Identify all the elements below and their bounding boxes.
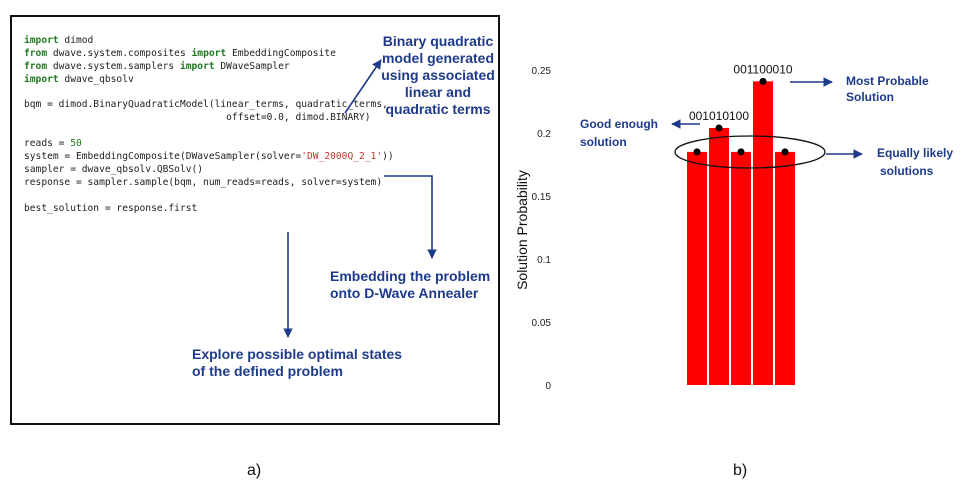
code-line: from dwave.system.samplers import DWaveS… xyxy=(24,61,394,74)
bar-label: 001100010 xyxy=(733,62,793,76)
note-bqm: Binary quadratic model generated using ass… xyxy=(368,33,508,118)
code-token: import xyxy=(24,35,59,46)
code-token: dwave.system.composites xyxy=(47,47,192,59)
code-line: import dwave_qbsolv xyxy=(24,74,394,87)
code-token: system = EmbeddingComposite(DWaveSampler… xyxy=(24,151,302,163)
note-explore: Explore possible optimal states of the de… xyxy=(192,346,452,380)
code-token: dimod xyxy=(58,35,94,46)
note-bqm-line: linear and xyxy=(404,84,472,100)
probability-bar xyxy=(775,151,795,385)
arrow-bqm xyxy=(344,59,382,114)
note-embed-line: Embedding the problem xyxy=(330,268,491,284)
code-token: import xyxy=(191,47,227,59)
y-tick-label: 0.25 xyxy=(532,66,552,77)
note-bqm-line: Binary quadratic xyxy=(382,33,494,49)
code-line: best_solution = response.first xyxy=(24,203,394,216)
code-token: response = sampler.sample(bqm, num_reads… xyxy=(24,176,383,188)
code-token: )) xyxy=(382,151,394,163)
code-line: sampler = dwave_qbsolv.QBSolv() xyxy=(24,164,394,177)
code-panel: import dimod from dwave.system.composites… xyxy=(10,15,500,425)
code-line: reads = 50 xyxy=(24,138,394,151)
probability-bar xyxy=(731,151,751,385)
code-line: from dwave.system.composites import Embe… xyxy=(24,48,394,61)
note-bqm-line: using associated xyxy=(381,67,495,83)
note-bqm-line: model generated xyxy=(381,50,495,66)
note-bqm-line: quadratic terms xyxy=(385,101,491,117)
code-line: system = EmbeddingComposite(DWaveSampler… xyxy=(24,151,394,164)
probability-point xyxy=(759,77,767,85)
y-axis-label: Solution Probability xyxy=(514,170,530,290)
code-token: 'DW_2000Q_2_1' xyxy=(301,151,383,163)
code-token: import xyxy=(179,60,215,72)
probability-point xyxy=(737,148,745,156)
annotation-equally-likely: Equally likely solutions xyxy=(877,146,956,178)
y-tick-label: 0.2 xyxy=(537,129,551,140)
code-line: offset=0.0, dimod.BINARY) xyxy=(24,112,394,125)
probability-bar xyxy=(709,127,729,386)
probability-bar xyxy=(753,81,773,385)
y-tick-label: 0.1 xyxy=(537,255,551,266)
caption-a: a) xyxy=(247,462,262,479)
note-embed-line: onto D-Wave Annealer xyxy=(330,285,479,301)
probability-point xyxy=(693,148,701,156)
y-tick-label: 0 xyxy=(545,381,551,392)
code-token: reads = xyxy=(24,138,71,150)
y-tick-label: 0.05 xyxy=(532,318,552,329)
code-token: from xyxy=(24,60,48,72)
note-explore-line: of the defined problem xyxy=(192,363,343,379)
equally-likely-ellipse xyxy=(674,135,826,169)
caption-b: b) xyxy=(733,462,748,479)
probability-point xyxy=(781,148,789,156)
probability-point xyxy=(715,124,723,132)
code-token: import xyxy=(24,73,59,85)
code-token: DWaveSampler xyxy=(214,60,290,72)
code-token: sampler = dwave_qbsolv.QBSolv() xyxy=(24,163,204,175)
code-line: import dimod xyxy=(24,35,394,48)
most-probable-line1: Most Probable xyxy=(846,74,929,88)
code-line: bqm = dimod.BinaryQuadraticModel(linear_… xyxy=(24,99,394,112)
code-block: import dimod from dwave.system.composites… xyxy=(24,35,394,215)
annotation-most-probable: Most Probable Solution xyxy=(846,74,932,104)
code-token: EmbeddingComposite xyxy=(226,47,336,59)
bar-label: 001010100 xyxy=(689,109,749,123)
code-line: response = sampler.sample(bqm, num_reads… xyxy=(24,177,394,190)
code-token: dwave_qbsolv xyxy=(58,73,134,85)
good-enough-line1: Good enough xyxy=(580,117,658,131)
code-token: offset=0.0, dimod.BINARY) xyxy=(24,112,371,124)
equally-likely-line2: solutions xyxy=(880,164,934,178)
note-embed: Embedding the problem onto D-Wave Anneale… xyxy=(330,268,500,302)
code-token: best_solution = response.first xyxy=(24,202,198,214)
equally-likely-line1: Equally likely xyxy=(877,146,953,160)
code-token: dwave.system.samplers xyxy=(47,60,180,72)
code-token: 50 xyxy=(70,138,82,150)
annotation-good-enough: Good enough solution xyxy=(580,117,661,149)
good-enough-line2: solution xyxy=(580,135,627,149)
probability-bar xyxy=(687,151,707,385)
probability-chart: 0 0.05 0.1 0.15 0.2 0.25 001010100 001100010 xyxy=(532,62,795,392)
note-explore-line: Explore possible optimal states xyxy=(192,346,403,362)
code-token: bqm = dimod.BinaryQuadraticModel(linear_… xyxy=(24,99,388,111)
y-tick-label: 0.15 xyxy=(532,192,552,203)
most-probable-line2: Solution xyxy=(846,90,894,104)
arrow-embed xyxy=(384,175,437,259)
code-token: from xyxy=(24,47,48,59)
